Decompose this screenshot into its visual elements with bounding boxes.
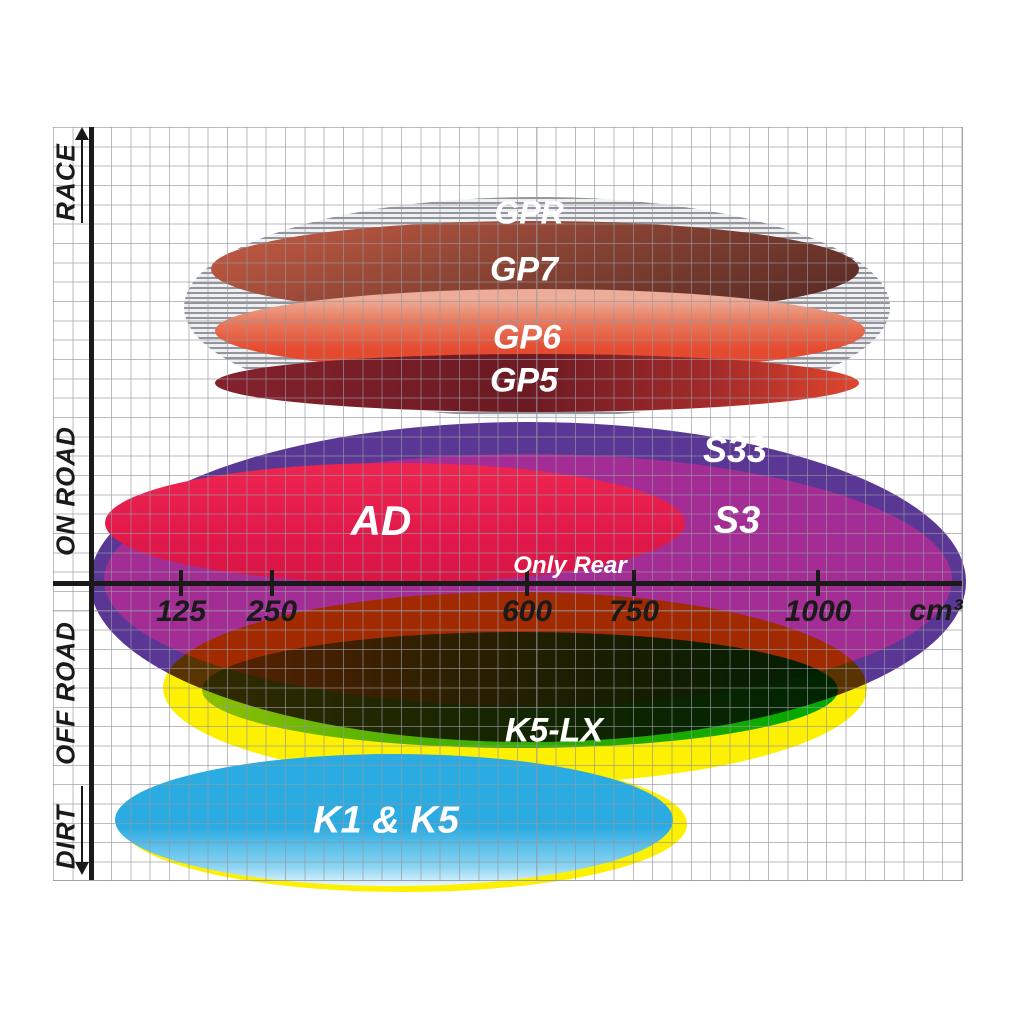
compound-label-gp5: GP5	[489, 361, 559, 400]
y-band-label-on-road: ON ROAD	[50, 426, 81, 556]
x-tick-label-250: 250	[246, 595, 298, 628]
x-tick-label-600: 600	[501, 595, 553, 628]
compound-label-s3: S3	[713, 499, 761, 542]
tick-1000	[816, 570, 820, 596]
compound-label-k1-and-k5: K1 & K5	[313, 799, 459, 842]
race-up-arrow-icon	[75, 127, 89, 140]
x-tick-label-1000: 1000	[784, 595, 852, 628]
y-band-label-dirt: DIRT	[50, 804, 81, 870]
compound-label-k5lx: K5-LX	[504, 711, 604, 750]
x-tick-label-750: 750	[608, 595, 660, 628]
y-band-label-race: RACE	[50, 143, 81, 221]
x-tick-label-125: 125	[155, 595, 207, 628]
tick-250	[270, 570, 274, 596]
compound-label-s33: S33	[702, 429, 768, 470]
annotation-only-rear: Only Rear	[513, 552, 627, 579]
compound-label-ad: AD	[350, 497, 412, 544]
compound-label-gp7: GP7	[489, 250, 559, 289]
compound-label-gp6: GP6	[492, 318, 562, 357]
tick-750	[632, 570, 636, 596]
y-axis	[89, 127, 94, 880]
y-band-label-off-road: OFF ROAD	[50, 621, 81, 765]
tick-125	[179, 570, 183, 596]
x-axis-unit-label: cm³	[909, 594, 963, 627]
x-axis	[53, 581, 962, 586]
compound-label-gpr: GPR	[494, 194, 564, 231]
